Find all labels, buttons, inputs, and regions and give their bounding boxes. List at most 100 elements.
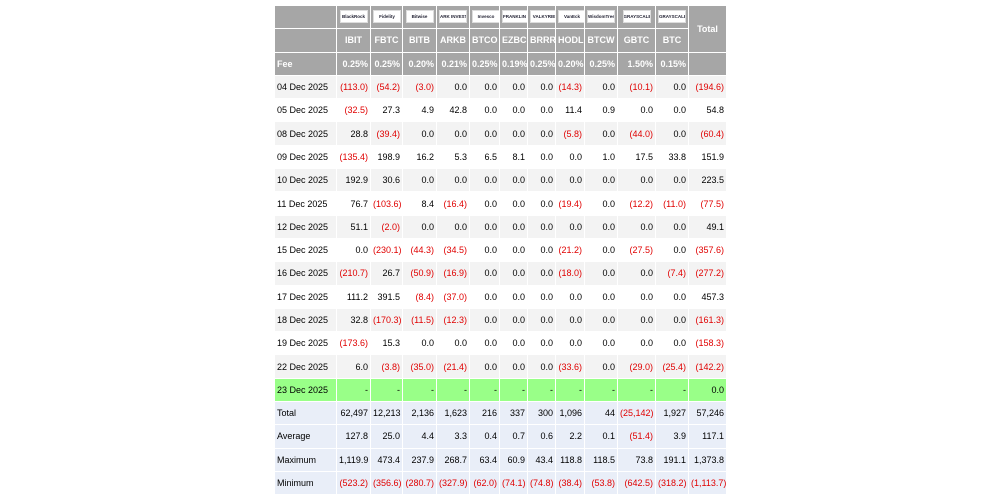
flow-value: (357.6) — [688, 237, 727, 263]
flow-value: 6.0 — [336, 354, 371, 379]
issuer-logo: Fidelity — [373, 9, 401, 23]
summary-value: 1,096 — [555, 401, 585, 426]
row-date: 10 Dec 2025 — [274, 168, 337, 193]
summary-value: 268.7 — [436, 447, 470, 472]
row-date: 05 Dec 2025 — [274, 98, 337, 123]
flow-value: 0.0 — [527, 284, 556, 309]
summary-value: 117.1 — [688, 424, 727, 449]
fee-value: 0.25% — [527, 51, 556, 76]
flow-value: (44.0) — [617, 121, 656, 146]
flow-value: 0.0 — [499, 331, 528, 356]
flow-value: (135.4) — [336, 144, 371, 170]
flow-value: 0.0 — [336, 237, 371, 263]
flow-value: (21.4) — [436, 354, 470, 379]
logo-cell: FRANKLIN TEMPLETON — [499, 4, 528, 30]
flow-value: 0.0 — [469, 74, 500, 100]
summary-row: Maximum 1,119.9 473.4 237.9 268.7 63.4 60.9 43.… — [274, 447, 727, 472]
flow-value: 0.0 — [402, 121, 437, 146]
flow-value: 0.0 — [584, 307, 618, 333]
logo-cell: Fidelity — [370, 4, 403, 30]
row-date: 12 Dec 2025 — [274, 214, 337, 239]
flow-value: 28.8 — [336, 121, 371, 146]
fee-value: 0.25% — [584, 51, 618, 76]
flow-value: 51.1 — [336, 214, 371, 239]
flow-value: 0.9 — [584, 98, 618, 123]
flow-value: (12.3) — [436, 307, 470, 333]
flow-value: - — [402, 377, 437, 403]
flow-value: (12.2) — [617, 191, 656, 216]
flow-value: 457.3 — [688, 284, 727, 309]
flow-value: 0.0 — [655, 237, 689, 263]
flow-value: (33.6) — [555, 354, 585, 379]
summary-value: (356.6) — [370, 470, 403, 496]
flow-value: 0.0 — [436, 168, 470, 193]
summary-value: (25,142) — [617, 401, 656, 426]
ticker: FBTC — [370, 28, 403, 53]
ticker: BRRR — [527, 28, 556, 53]
flow-value: (44.3) — [402, 237, 437, 263]
issuer-logo: GRAYSCALE — [658, 9, 686, 23]
flow-value: (35.0) — [402, 354, 437, 379]
flow-value: (54.2) — [370, 74, 403, 100]
flow-value: 0.0 — [617, 331, 656, 356]
flow-value: (16.4) — [436, 191, 470, 216]
summary-value: 3.9 — [655, 424, 689, 449]
flow-value: 0.0 — [469, 261, 500, 286]
flow-value: (230.1) — [370, 237, 403, 263]
flow-value: 15.3 — [370, 331, 403, 356]
flow-row: 08 Dec 2025 28.8 (39.4) 0.0 0.0 0.0 0.0 0.0 (5.8… — [274, 121, 727, 146]
flow-value: 0.0 — [655, 168, 689, 193]
ticker: GBTC — [617, 28, 656, 53]
summary-value: (74.8) — [527, 470, 556, 496]
flow-value: 0.0 — [584, 237, 618, 263]
logo-cell: VanEck — [555, 4, 585, 30]
flow-value: (37.0) — [436, 284, 470, 309]
flow-value: (16.9) — [436, 261, 470, 286]
ticker: IBIT — [336, 28, 371, 53]
flow-value: 0.0 — [402, 331, 437, 356]
issuer-logo: ARK INVEST — [439, 9, 467, 23]
fee-value: 0.20% — [555, 51, 585, 76]
flow-value: (158.3) — [688, 331, 727, 356]
flow-value: 1.0 — [584, 144, 618, 170]
fee-value: 0.25% — [336, 51, 371, 76]
logo-cell: WisdomTree — [584, 4, 618, 30]
flow-value: (50.9) — [402, 261, 437, 286]
summary-value: (523.2) — [336, 470, 371, 496]
issuer-logo: WisdomTree — [587, 9, 615, 23]
flow-value: - — [469, 377, 500, 403]
flow-value: 0.0 — [499, 168, 528, 193]
flow-value: 76.7 — [336, 191, 371, 216]
summary-value: 0.6 — [527, 424, 556, 449]
flow-value: 0.0 — [527, 307, 556, 333]
logo-cell: GRAYSCALE — [617, 4, 656, 30]
flow-row: 04 Dec 2025 (113.0) (54.2) (3.0) 0.0 0.0 0.0 0.… — [274, 74, 727, 100]
flow-value: (3.8) — [370, 354, 403, 379]
fee-value: 0.25% — [469, 51, 500, 76]
flow-value: 0.0 — [499, 74, 528, 100]
flow-value: 17.5 — [617, 144, 656, 170]
flow-value: 0.0 — [617, 307, 656, 333]
summary-value: (642.5) — [617, 470, 656, 496]
fee-value: 0.15% — [655, 51, 689, 76]
ticker: BTCW — [584, 28, 618, 53]
ticker: ARKB — [436, 28, 470, 53]
flow-value: (210.7) — [336, 261, 371, 286]
flow-value: 0.0 — [499, 307, 528, 333]
flow-row: 19 Dec 2025 (173.6) 15.3 0.0 0.0 0.0 0.0 0.0 0.0… — [274, 331, 727, 356]
row-date: 11 Dec 2025 — [274, 191, 337, 216]
fee-value: 0.25% — [370, 51, 403, 76]
logo-cell: Invesco — [469, 4, 500, 30]
flow-value: - — [370, 377, 403, 403]
summary-value: (38.4) — [555, 470, 585, 496]
flow-value: 0.0 — [499, 214, 528, 239]
flow-value: (77.5) — [688, 191, 727, 216]
flow-value: 0.0 — [436, 331, 470, 356]
flow-value: 0.0 — [527, 214, 556, 239]
flow-value: 192.9 — [336, 168, 371, 193]
flow-row: 11 Dec 2025 76.7 (103.6) 8.4 (16.4) 0.0 0.0 0.0… — [274, 191, 727, 216]
summary-value: 63.4 — [469, 447, 500, 472]
flow-value: 0.0 — [655, 74, 689, 100]
summary-value: 60.9 — [499, 447, 528, 472]
logo-cell: BlackRock — [336, 4, 371, 30]
